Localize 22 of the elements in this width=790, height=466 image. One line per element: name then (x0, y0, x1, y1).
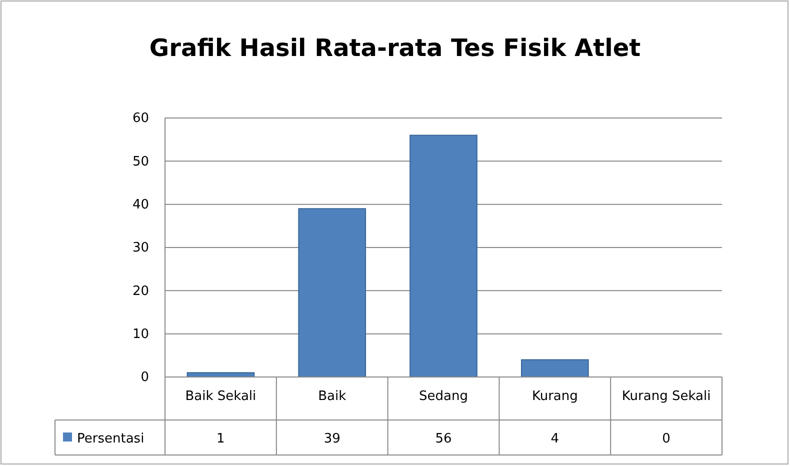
data-label: 0 (662, 432, 670, 446)
y-tick-label: 50 (132, 154, 149, 170)
y-tick-label: 60 (132, 111, 149, 126)
data-label: 1 (216, 432, 225, 446)
y-tick-label: 10 (132, 326, 149, 342)
chart-title: Grafik Hasil Rata-rata Tes Fisik Atlet (149, 34, 641, 62)
bar (520, 359, 589, 378)
y-tick-label: 20 (132, 284, 149, 299)
y-tick-label: 40 (132, 197, 149, 212)
x-tick-label: Baik Sekali (185, 389, 256, 404)
bar (298, 208, 366, 378)
y-tick-label: 0 (140, 370, 149, 386)
x-tick-label: Sedang (419, 389, 468, 404)
x-tick-label: Kurang (532, 389, 578, 404)
x-tick-label: Kurang Sekali (622, 389, 711, 404)
y-tick-label: 30 (132, 240, 149, 256)
x-tick-label: Baik (318, 389, 347, 404)
data-label: 39 (324, 432, 340, 446)
data-label: 4 (550, 432, 560, 446)
legend-label: Persentasi (77, 432, 144, 446)
bar (410, 134, 478, 378)
data-label: 56 (435, 432, 452, 446)
